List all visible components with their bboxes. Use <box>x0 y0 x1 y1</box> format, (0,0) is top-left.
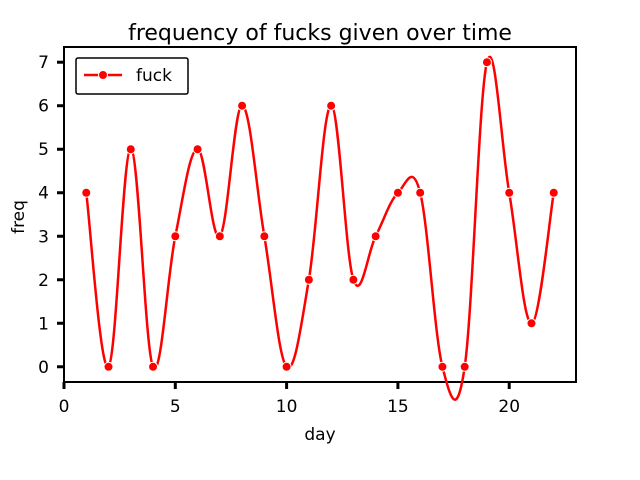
plot-border <box>63 46 577 383</box>
data-point <box>103 361 114 372</box>
y-tick-label: 4 <box>38 184 49 204</box>
data-point <box>148 361 159 372</box>
data-point <box>259 231 270 242</box>
data-point <box>392 187 403 198</box>
data-point <box>170 231 181 242</box>
data-point <box>125 144 136 155</box>
y-tick-label: 3 <box>38 227 49 247</box>
y-tick-label: 6 <box>38 97 49 117</box>
plot-frame <box>63 46 577 383</box>
y-tick-label: 1 <box>38 314 49 334</box>
y-axis-ticks: 0 1 2 3 4 5 6 7 <box>38 53 64 378</box>
data-point <box>326 100 337 111</box>
data-point <box>192 144 203 155</box>
data-point <box>437 361 448 372</box>
legend-marker-swatch <box>98 70 108 80</box>
series-layer <box>81 55 559 401</box>
series-line <box>85 55 555 401</box>
data-point <box>348 274 359 285</box>
data-point <box>459 361 470 372</box>
x-tick-label: 10 <box>276 397 298 417</box>
y-tick-label: 5 <box>38 140 49 160</box>
legend-label: fuck <box>136 66 172 86</box>
data-point <box>214 231 225 242</box>
data-point <box>481 57 492 68</box>
legend-box <box>75 57 189 95</box>
y-tick-label: 7 <box>38 53 49 73</box>
legend: fuck <box>75 57 189 95</box>
data-point <box>281 361 292 372</box>
data-point <box>237 100 248 111</box>
x-tick-label: 5 <box>170 397 181 417</box>
y-tick-label: 0 <box>38 358 49 378</box>
data-point <box>81 187 92 198</box>
y-tick-label: 2 <box>38 271 49 291</box>
x-axis-label: day <box>304 425 335 445</box>
data-point <box>370 231 381 242</box>
x-tick-label: 20 <box>498 397 520 417</box>
data-point <box>303 274 314 285</box>
chart-title: frequency of fucks given over time <box>128 21 512 46</box>
data-point <box>548 187 559 198</box>
data-point <box>504 187 515 198</box>
data-point <box>526 318 537 329</box>
x-axis-ticks: 0 5 10 15 20 <box>59 382 520 417</box>
data-point <box>415 187 426 198</box>
x-tick-label: 0 <box>59 397 70 417</box>
x-tick-label: 15 <box>387 397 409 417</box>
y-axis-label: freq <box>9 200 29 234</box>
